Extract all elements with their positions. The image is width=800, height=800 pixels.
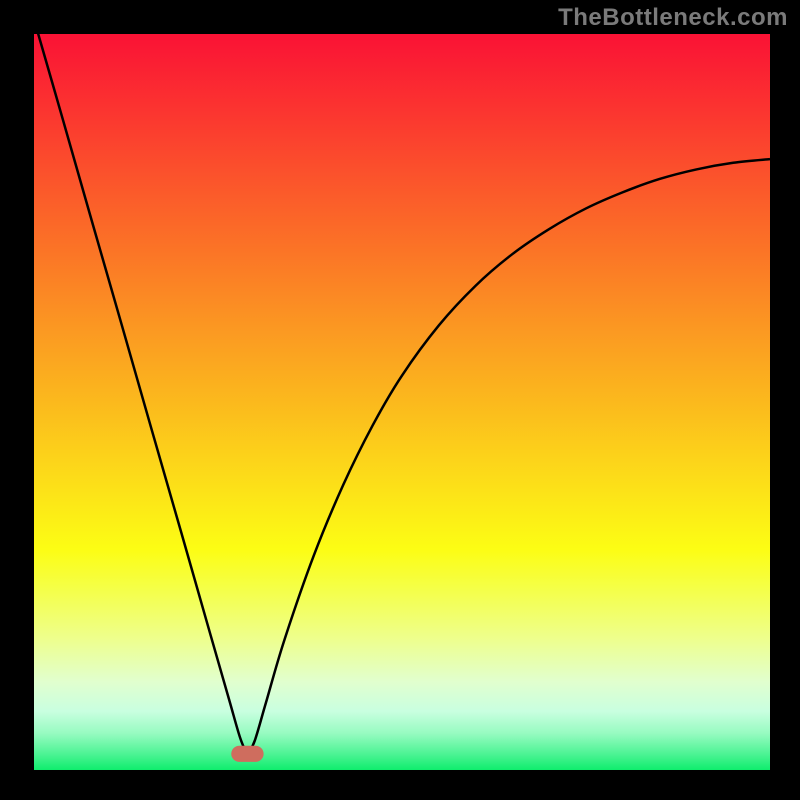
- plot-area: [34, 34, 770, 770]
- watermark-text: TheBottleneck.com: [558, 4, 788, 32]
- optimum-marker: [231, 746, 263, 762]
- chart-frame: TheBottleneck.com: [0, 0, 800, 800]
- bottleneck-chart: [34, 34, 770, 770]
